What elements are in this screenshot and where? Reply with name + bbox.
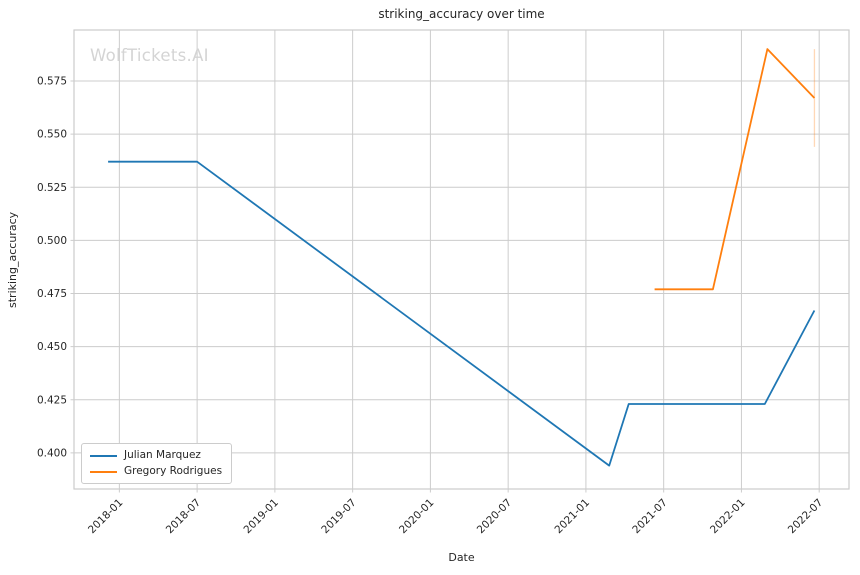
- x-tick-label: 2020-07: [475, 497, 515, 537]
- y-tick-label: 0.550: [37, 129, 67, 141]
- watermark: WolfTickets.AI: [90, 46, 209, 65]
- y-tick-label: 0.450: [37, 341, 67, 353]
- x-tick-label: 2020-01: [397, 497, 437, 537]
- legend-swatch: [90, 470, 117, 473]
- x-tick-label: 2021-01: [553, 497, 593, 537]
- series-line-julian-marquez: [108, 160, 816, 467]
- y-axis-label: striking_accuracy: [6, 211, 19, 308]
- x-tick-label: 2022-07: [786, 497, 826, 537]
- x-tick-label: 2019-07: [319, 497, 359, 537]
- legend-label: Gregory Rodrigues: [124, 465, 223, 477]
- legend-label: Julian Marquez: [124, 449, 201, 461]
- y-tick-label: 0.525: [37, 182, 67, 194]
- series-line-gregory-rodrigues: [654, 48, 816, 291]
- legend-entry-julian-marquez: Julian Marquez: [90, 449, 222, 462]
- y-tick-label: 0.500: [37, 235, 67, 247]
- legend-swatch: [90, 454, 117, 457]
- legend-entry-gregory-rodrigues: Gregory Rodrigues: [90, 465, 222, 478]
- y-tick-label: 0.575: [37, 76, 67, 88]
- x-tick-label: 2021-07: [630, 497, 670, 537]
- x-tick-label: 2019-01: [241, 497, 281, 537]
- x-tick-label: 2018-07: [164, 497, 204, 537]
- x-tick-label: 2018-01: [86, 497, 126, 537]
- x-axis-label: Date: [448, 551, 475, 564]
- y-tick-label: 0.475: [37, 288, 67, 300]
- x-tick-label: 2022-01: [708, 497, 748, 537]
- legend: Julian Marquez Gregory Rodrigues: [81, 443, 233, 484]
- y-tick-label: 0.425: [37, 394, 67, 406]
- y-tick-label: 0.400: [37, 447, 67, 459]
- plot-border: [73, 29, 850, 490]
- chart-title: striking_accuracy over time: [378, 7, 545, 21]
